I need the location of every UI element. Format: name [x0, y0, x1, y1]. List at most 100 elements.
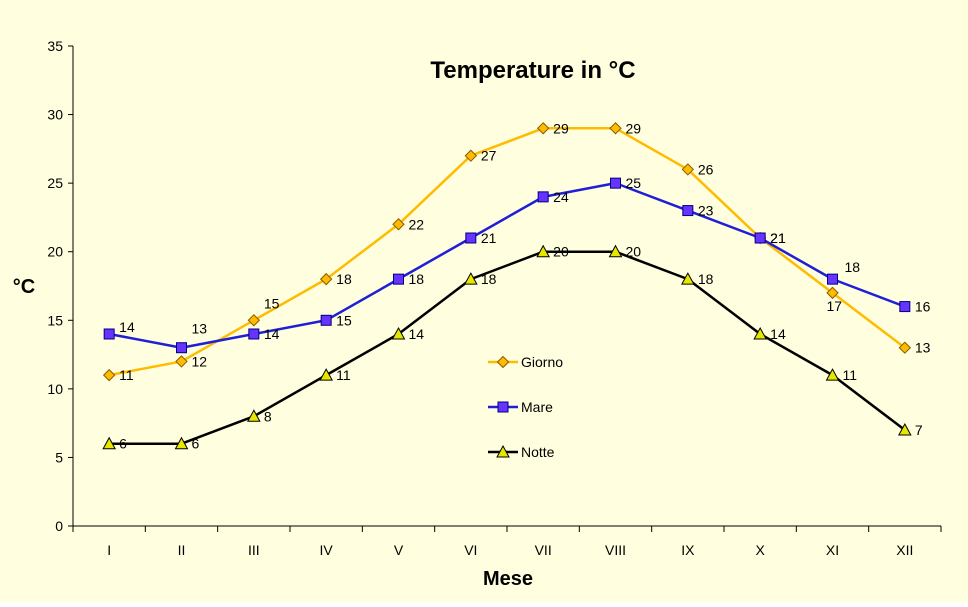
- x-tick-label: X: [755, 542, 765, 558]
- data-point-mare: [320, 314, 332, 326]
- data-point-notte: [463, 272, 478, 285]
- legend-marker-mare: [497, 401, 509, 413]
- data-label-notte: 6: [192, 436, 200, 452]
- data-label-mare: 25: [626, 175, 642, 191]
- y-tick-label: 30: [47, 107, 63, 123]
- data-point-giorno: [175, 355, 188, 368]
- data-point-giorno: [464, 149, 478, 162]
- data-point-mare: [537, 191, 549, 203]
- x-tick-label: II: [178, 542, 186, 558]
- data-point-mare: [103, 328, 115, 340]
- data-point-mare: [176, 342, 187, 354]
- data-label-mare: 14: [119, 319, 135, 335]
- chart-title: Temperature in °C: [430, 57, 635, 84]
- y-axis-title: °C: [13, 276, 35, 298]
- series-line-mare: [108, 181, 906, 349]
- x-tick-label: III: [248, 542, 260, 558]
- data-label-mare: 18: [845, 259, 861, 275]
- y-tick-label: 25: [47, 175, 63, 191]
- data-label-notte: 20: [626, 244, 642, 260]
- data-point-giorno: [102, 368, 116, 382]
- data-point-notte: [536, 244, 551, 258]
- data-label-giorno: 29: [553, 120, 569, 136]
- data-labels-layer: 11 12 15 18 22 27 29 29 26 21 17 13 14 13 14 15 18 21 24 25…: [119, 120, 930, 451]
- data-label-mare: 13: [192, 321, 208, 337]
- data-point-giorno: [247, 314, 261, 327]
- data-label-giorno: 26: [698, 161, 714, 177]
- x-tick-label: I: [107, 542, 111, 558]
- data-label-giorno: 13: [915, 340, 931, 356]
- legend-label-mare: Mare: [521, 399, 553, 415]
- series-layer: [102, 122, 912, 450]
- data-label-mare: 21: [481, 230, 497, 246]
- data-label-mare: 24: [553, 189, 569, 205]
- data-label-notte: 6: [119, 436, 127, 452]
- data-point-mare: [393, 273, 404, 285]
- data-point-notte: [897, 422, 912, 436]
- data-point-giorno: [898, 341, 912, 354]
- series-line-notte: [109, 250, 906, 445]
- x-tick-label: XII: [896, 542, 913, 558]
- data-label-notte: 7: [915, 422, 923, 438]
- data-point-notte: [608, 244, 623, 258]
- data-point-giorno: [681, 163, 695, 176]
- data-point-notte: [391, 326, 406, 340]
- data-label-giorno: 12: [192, 353, 208, 369]
- data-label-giorno: 17: [827, 298, 843, 314]
- data-label-giorno: 22: [409, 216, 425, 232]
- y-tick-label: 0: [55, 518, 63, 534]
- y-tick-label: 5: [55, 449, 63, 465]
- legend-label-giorno: Giorno: [521, 354, 563, 370]
- data-label-notte: 8: [264, 408, 272, 424]
- x-tick-label: V: [394, 542, 404, 558]
- data-point-mare: [610, 177, 621, 189]
- data-label-mare: 21: [770, 230, 786, 246]
- y-tick-label: 35: [47, 38, 63, 54]
- data-label-mare: 14: [264, 326, 280, 342]
- data-point-notte: [753, 326, 768, 340]
- legend-marker-notte: [496, 444, 510, 458]
- data-label-mare: 15: [336, 312, 352, 328]
- data-label-giorno: 29: [626, 120, 642, 136]
- data-point-mare: [899, 301, 911, 313]
- data-point-notte: [319, 368, 334, 381]
- y-tick-label: 15: [47, 312, 63, 328]
- data-point-giorno: [536, 122, 550, 135]
- legend-marker-giorno: [496, 355, 510, 369]
- data-label-giorno: 27: [481, 148, 497, 164]
- data-label-notte: 14: [770, 326, 786, 342]
- data-point-mare: [465, 232, 477, 244]
- data-label-notte: 18: [698, 271, 714, 287]
- data-label-notte: 18: [481, 271, 497, 287]
- plot-area: [73, 46, 941, 526]
- data-point-giorno: [319, 272, 333, 286]
- x-axis-title: Mese: [483, 568, 533, 590]
- data-point-notte: [102, 436, 117, 450]
- data-point-giorno: [609, 122, 622, 135]
- data-point-giorno: [826, 286, 839, 300]
- x-tick-label: VI: [464, 542, 477, 558]
- y-tick-label: 20: [47, 244, 63, 260]
- series-line-giorno: [108, 127, 906, 377]
- data-point-notte: [246, 409, 261, 422]
- data-label-giorno: 18: [336, 271, 352, 287]
- x-tick-label: XI: [826, 542, 839, 558]
- data-point-giorno: [392, 218, 405, 231]
- legend: Giorno Mare Notte: [488, 354, 563, 460]
- data-point-mare: [754, 232, 766, 244]
- data-point-mare: [248, 328, 260, 340]
- x-tick-label: VII: [535, 542, 552, 558]
- data-point-mare: [682, 205, 694, 217]
- data-label-mare: 16: [915, 299, 931, 315]
- data-label-notte: 14: [409, 326, 425, 342]
- data-label-mare: 23: [698, 203, 714, 219]
- data-label-mare: 18: [409, 271, 425, 287]
- data-point-notte: [825, 368, 840, 381]
- data-point-mare: [827, 273, 838, 285]
- data-label-giorno: 15: [264, 295, 280, 311]
- x-tick-label: VIII: [605, 542, 626, 558]
- y-tick-label: 10: [47, 381, 63, 397]
